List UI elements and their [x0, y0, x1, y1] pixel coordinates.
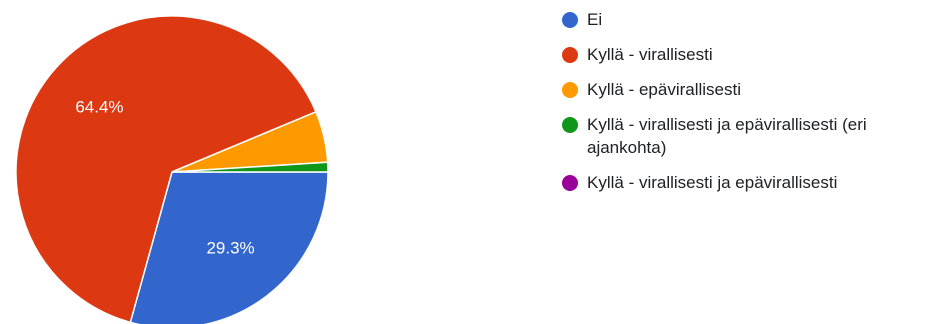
legend-item-kylla-epavirallisesti[interactable]: Kyllä - epävirallisesti	[562, 78, 942, 101]
legend-swatch	[562, 12, 578, 28]
legend-swatch	[562, 175, 578, 191]
legend-item-ei[interactable]: Ei	[562, 8, 942, 31]
legend-item-kylla-molemmat-eri-ajankohta[interactable]: Kyllä - virallisesti ja epävirallisesti …	[562, 113, 942, 159]
legend-label: Kyllä - virallisesti	[587, 45, 713, 64]
pie-slice[interactable]	[15, 15, 317, 324]
legend-label: Ei	[587, 10, 603, 29]
legend-swatch	[562, 117, 578, 133]
chart-legend: Ei Kyllä - virallisesti Kyllä - epäviral…	[562, 8, 942, 206]
slice-percent-label: 64.4%	[75, 98, 123, 117]
legend-item-kylla-virallisesti[interactable]: Kyllä - virallisesti	[562, 43, 942, 66]
legend-item-kylla-molemmat[interactable]: Kyllä - virallisesti ja epävirallisesti	[562, 171, 942, 194]
pie-slice[interactable]	[129, 171, 329, 324]
legend-swatch	[562, 47, 578, 63]
legend-label: Kyllä - virallisesti ja epävirallisesti …	[587, 115, 867, 157]
slice-percent-label: 29.3%	[206, 238, 254, 257]
legend-label: Kyllä - epävirallisesti	[587, 80, 741, 99]
pie-slice[interactable]	[171, 161, 329, 173]
legend-swatch	[562, 82, 578, 98]
legend-label: Kyllä - virallisesti ja epävirallisesti	[587, 173, 838, 192]
